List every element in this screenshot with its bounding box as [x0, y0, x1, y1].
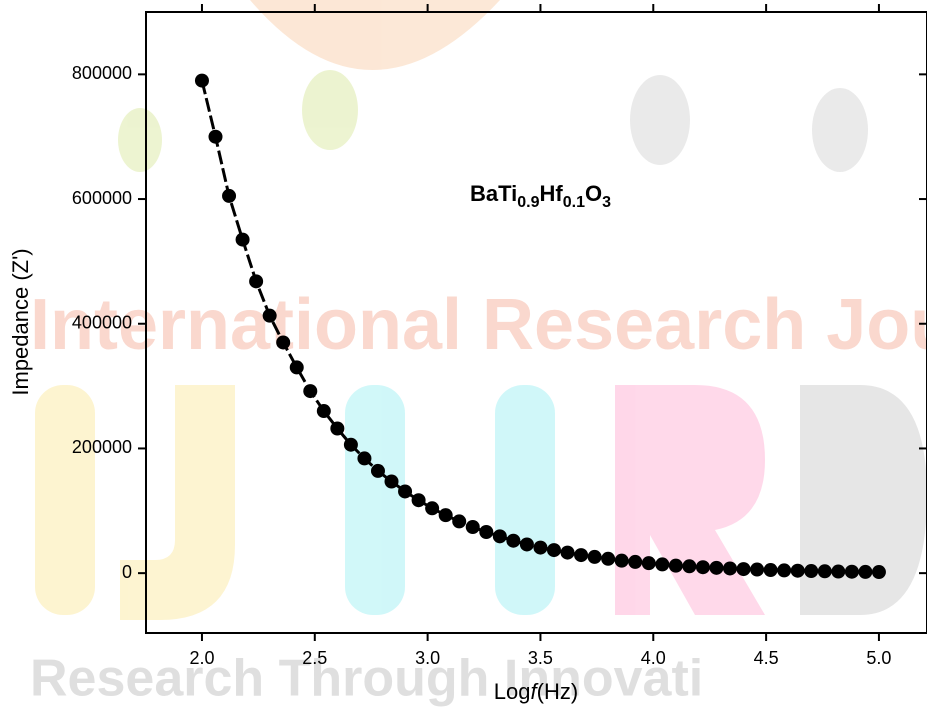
data-point [763, 563, 778, 578]
data-point [844, 564, 859, 579]
x-tick-label: 2.5 [302, 648, 327, 668]
data-point [330, 421, 345, 436]
watermark-shape [120, 385, 235, 620]
data-point [831, 564, 846, 579]
watermark-shape [800, 385, 927, 615]
data-point [574, 548, 589, 563]
x-axis-label-part: (Hz) [537, 679, 579, 704]
watermark-shape [35, 385, 95, 615]
annotation-subscript: 0.9 [517, 194, 539, 211]
data-point [343, 437, 358, 452]
data-point [668, 558, 683, 573]
watermark-shape [345, 385, 405, 615]
data-point [262, 308, 277, 323]
data-point [357, 451, 372, 466]
y-tick-label: 800000 [72, 63, 132, 83]
annotation-part: Hf [540, 181, 564, 206]
data-point [817, 564, 832, 579]
data-point [492, 529, 507, 544]
data-point [858, 564, 873, 579]
y-axis-label: Impedance (Z') [8, 248, 33, 395]
x-tick-label: 5.0 [866, 648, 891, 668]
watermark-shape [812, 88, 868, 172]
data-point [695, 560, 710, 575]
data-point [777, 563, 792, 578]
watermark-text: Research Through Innovati [30, 650, 703, 708]
x-tick-label: 3.5 [528, 648, 553, 668]
data-point [750, 562, 765, 577]
data-point [804, 564, 819, 579]
data-point [601, 551, 616, 566]
data-point [289, 360, 304, 375]
data-point [438, 508, 453, 523]
y-tick-label: 400000 [72, 312, 132, 332]
data-point [398, 484, 413, 499]
data-point [790, 563, 805, 578]
x-axis-label: Logf(Hz) [494, 679, 578, 704]
data-point [425, 501, 440, 516]
watermark-shape [495, 385, 555, 615]
data-point [655, 557, 670, 572]
data-point [194, 73, 209, 88]
x-axis-label-part: f [531, 679, 540, 704]
annotation-subscript: 0.1 [563, 194, 585, 211]
x-tick-label: 3.0 [415, 648, 440, 668]
x-tick-label: 2.0 [189, 648, 214, 668]
data-point [208, 129, 223, 144]
data-point [871, 565, 886, 580]
annotation: BaTi0.9Hf0.1O3 [470, 181, 611, 211]
data-point [587, 549, 602, 564]
data-point [303, 384, 318, 399]
annotation-part: BaTi [470, 181, 517, 206]
annotation-subscript: 3 [602, 194, 611, 211]
data-point [519, 537, 534, 552]
data-point [249, 274, 264, 289]
data-point [222, 188, 237, 203]
data-point [682, 559, 697, 574]
watermark-shape [302, 70, 358, 150]
data-point [723, 561, 738, 576]
watermark-shapes [35, 0, 927, 620]
x-tick-label: 4.5 [754, 648, 779, 668]
data-point [560, 545, 575, 560]
data-point [736, 562, 751, 577]
data-point [709, 560, 724, 575]
watermark-text: International Research Jou [30, 285, 927, 365]
watermark-shape [118, 108, 162, 172]
data-point [384, 474, 399, 489]
data-point [465, 520, 480, 535]
data-point [370, 463, 385, 478]
data-point [506, 533, 521, 548]
data-point [452, 514, 467, 529]
data-point [546, 543, 561, 558]
data-point [235, 232, 250, 247]
watermark-shape [615, 385, 765, 615]
watermark-shape [250, 0, 500, 70]
plot-frame [145, 11, 927, 634]
data-point [276, 335, 291, 350]
data-point [533, 540, 548, 555]
y-tick-label: 200000 [72, 437, 132, 457]
y-tick-label: 0 [122, 562, 132, 582]
data-point [628, 554, 643, 569]
data-point [479, 524, 494, 539]
data-point [614, 553, 629, 568]
x-axis-label-part: Log [494, 679, 531, 704]
x-tick-label: 4.0 [641, 648, 666, 668]
data-point [316, 404, 331, 419]
watermark-shape [630, 75, 690, 165]
y-tick-label: 600000 [72, 188, 132, 208]
data-point [641, 556, 656, 571]
annotation-part: O [585, 181, 602, 206]
data-point [411, 493, 426, 508]
